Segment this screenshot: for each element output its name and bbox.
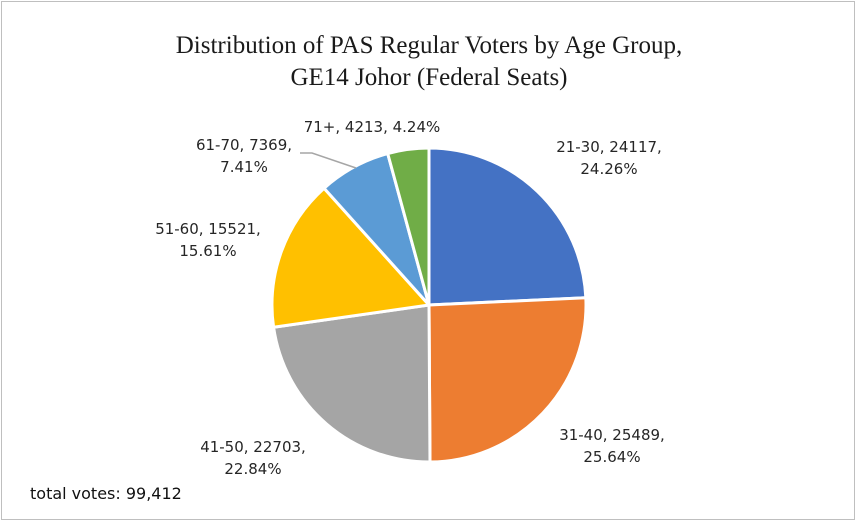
data-label-31-40: 31-40, 25489, 25.64%: [559, 426, 665, 466]
total-votes-note: total votes: 99,412: [30, 484, 182, 503]
data-label-line: 15.61%: [179, 242, 236, 260]
data-label-line: 22.84%: [224, 460, 281, 478]
pie-slice-41-50: [272, 303, 432, 464]
data-label-line: 21-30, 24117,: [556, 138, 662, 156]
pie-slice-21-30: [427, 146, 588, 307]
data-label-line: 7.41%: [220, 158, 268, 176]
data-label-line: 24.26%: [580, 160, 637, 178]
pie-slices: [270, 146, 588, 464]
data-label-line: 41-50, 22703,: [200, 438, 306, 456]
data-label-line: 51-60, 15521,: [155, 220, 261, 238]
chart-title-line-2: GE14 Johor (Federal Seats): [290, 64, 568, 91]
data-label-71plus: 71+, 4213, 4.24%: [304, 118, 441, 136]
data-label-21-30: 21-30, 24117, 24.26%: [556, 138, 662, 178]
leader-lines: [300, 152, 357, 169]
data-label-line: 71+, 4213, 4.24%: [304, 118, 441, 136]
data-label-line: 61-70, 7369,: [196, 136, 292, 154]
data-label-61-70: 61-70, 7369, 7.41%: [196, 136, 292, 176]
chart-title: Distribution of PAS Regular Voters by Ag…: [0, 30, 858, 94]
chart-title-line-1: Distribution of PAS Regular Voters by Ag…: [175, 32, 683, 59]
data-label-line: 31-40, 25489,: [559, 426, 665, 444]
data-label-41-50: 41-50, 22703, 22.84%: [200, 438, 306, 478]
data-labels: 21-30, 24117, 24.26% 31-40, 25489, 25.64% 41…: [155, 118, 665, 478]
pie-slice-71plus: [386, 146, 431, 307]
pie-slice-51-60: [270, 186, 431, 329]
data-label-51-60: 51-60, 15521, 15.61%: [155, 220, 261, 260]
leader-line-61-70: [300, 152, 357, 169]
pie-slice-31-40: [427, 296, 588, 464]
data-label-line: 25.64%: [583, 448, 640, 466]
